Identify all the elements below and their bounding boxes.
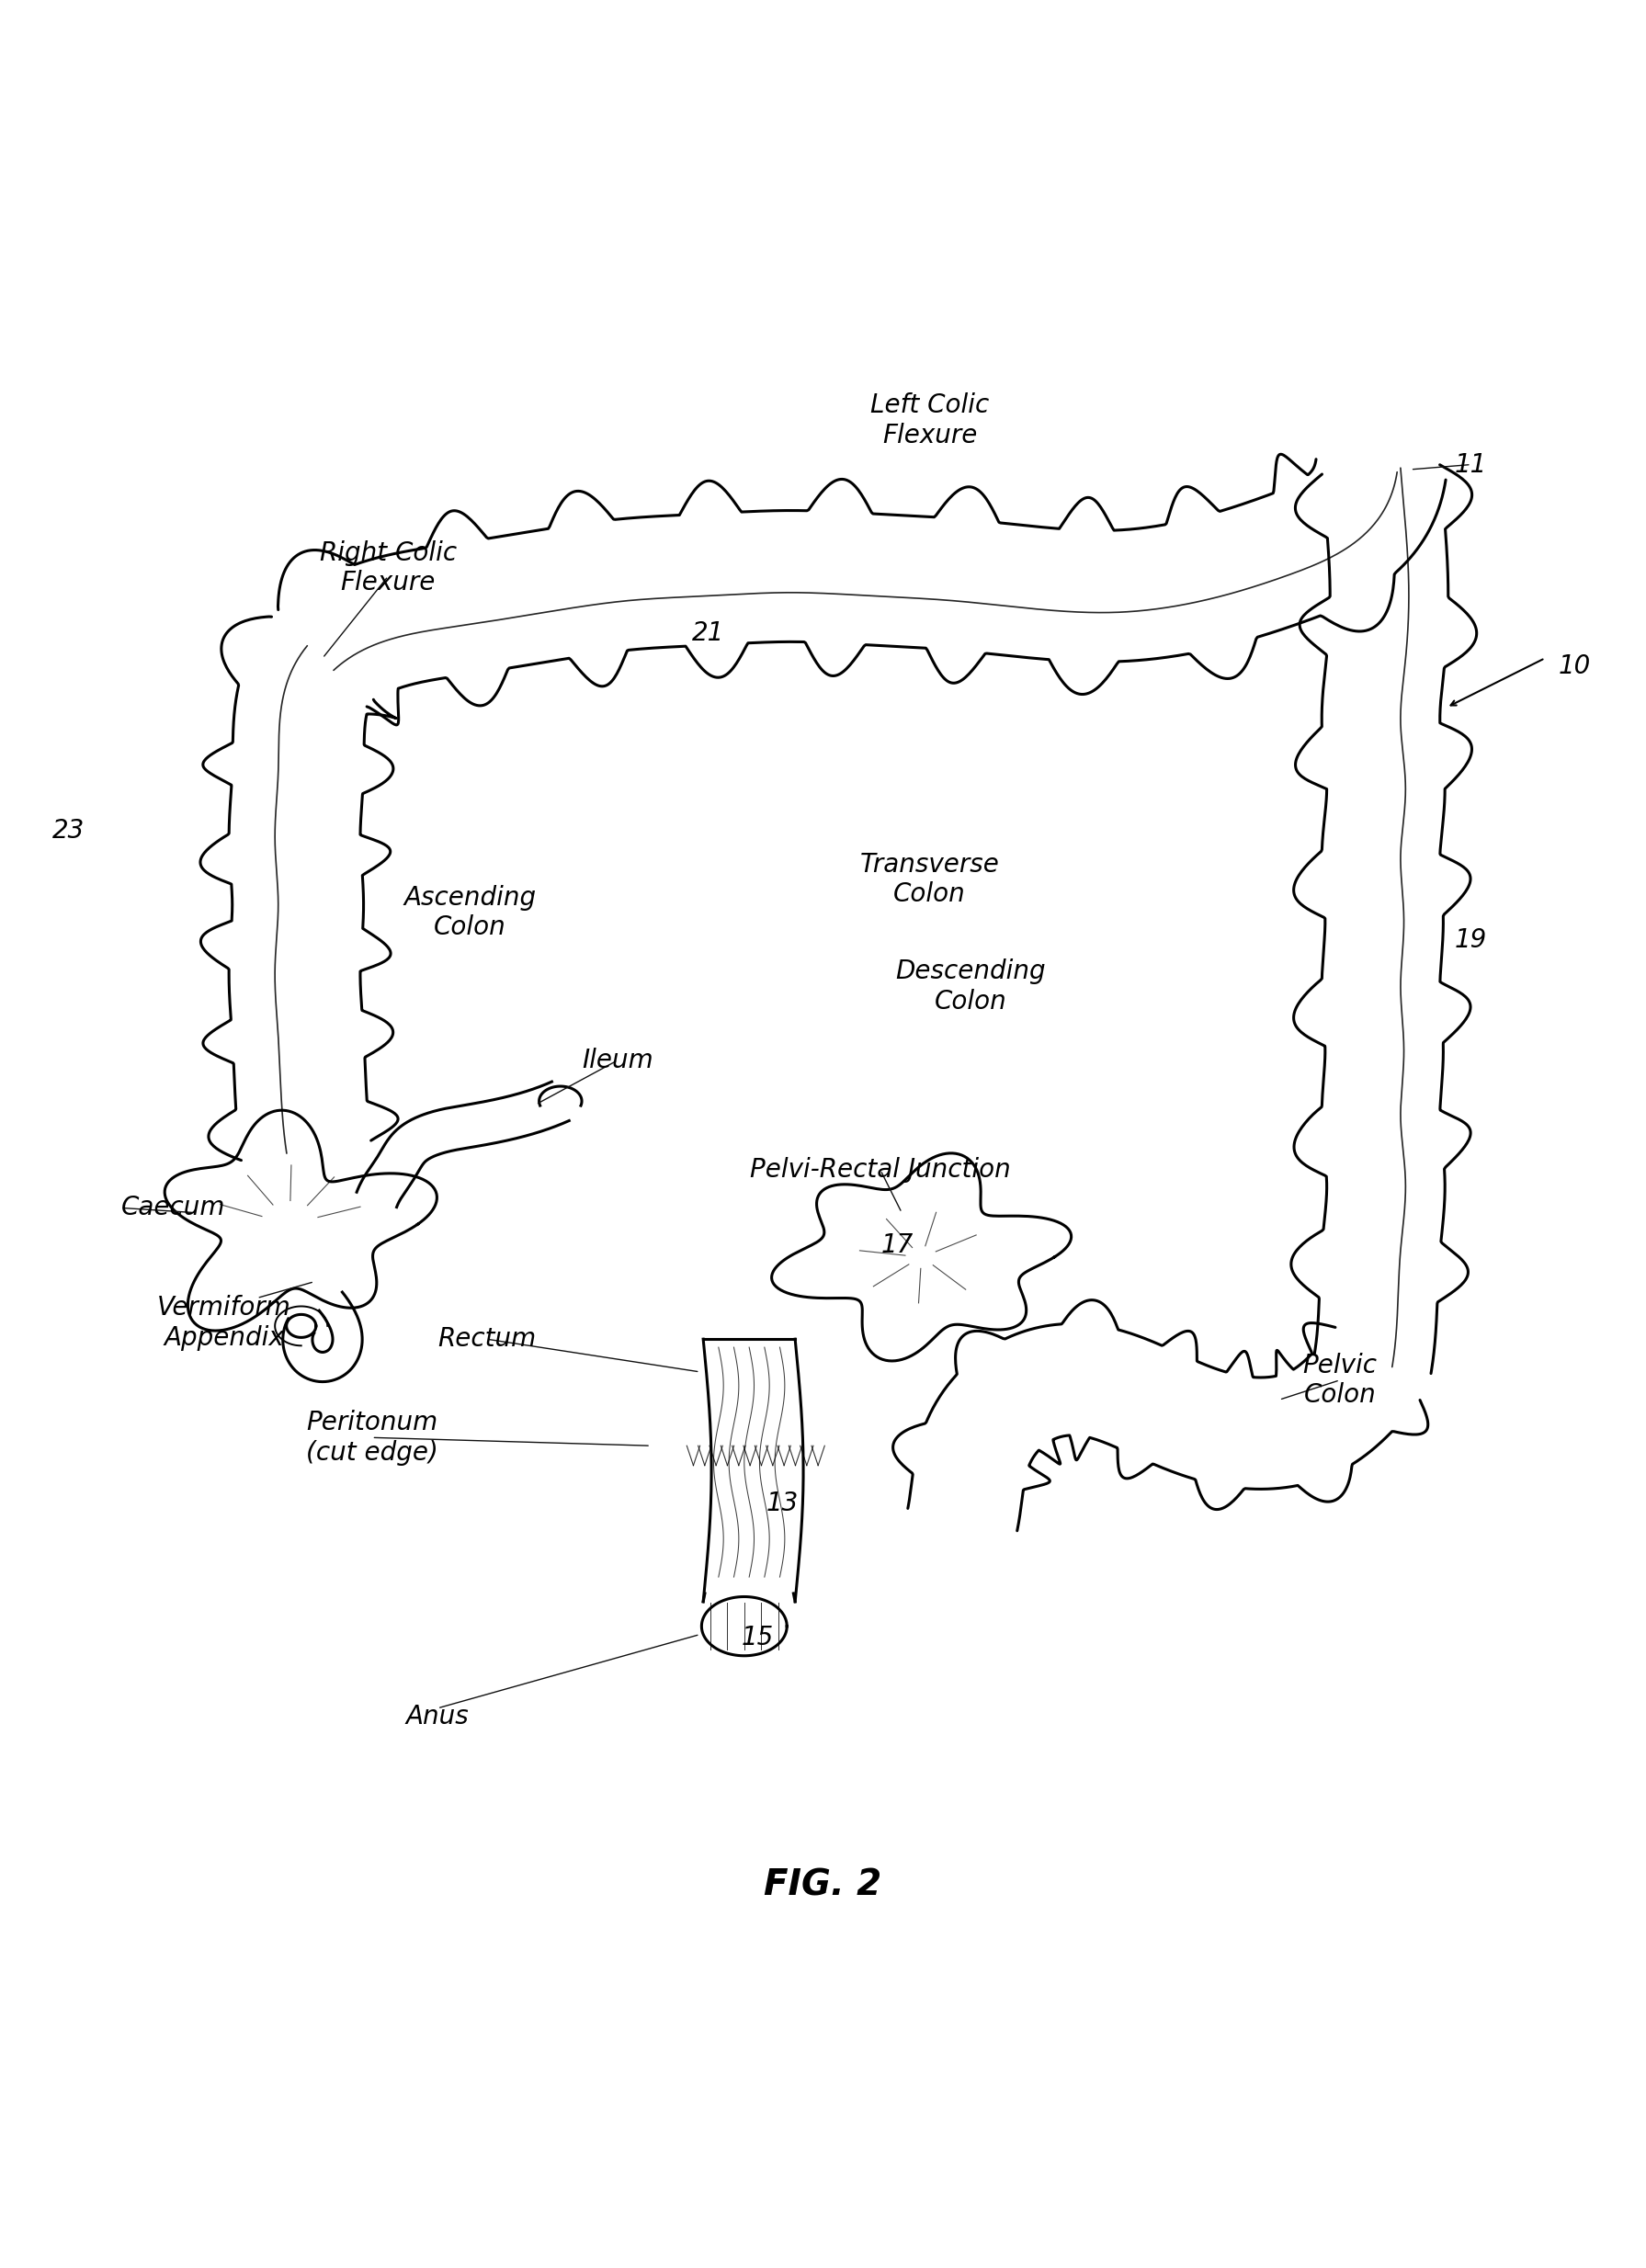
Text: Pelvic
Colon: Pelvic Colon	[1302, 1352, 1378, 1408]
Text: Ileum: Ileum	[583, 1048, 653, 1073]
Text: Pelvi-Rectal Junction: Pelvi-Rectal Junction	[751, 1157, 1011, 1184]
Text: 10: 10	[1559, 653, 1590, 678]
Text: FIG. 2: FIG. 2	[764, 1869, 882, 1903]
Text: Anus: Anus	[407, 1703, 469, 1728]
Text: 21: 21	[691, 621, 724, 646]
Text: Left Colic
Flexure: Left Colic Flexure	[871, 392, 989, 449]
Text: Descending
Colon: Descending Colon	[895, 959, 1045, 1014]
Text: Rectum: Rectum	[438, 1327, 537, 1352]
Text: Transverse
Colon: Transverse Colon	[859, 853, 999, 907]
Text: 11: 11	[1455, 451, 1488, 479]
Text: 13: 13	[765, 1490, 798, 1515]
Text: 23: 23	[53, 816, 84, 844]
Text: Right Colic
Flexure: Right Colic Flexure	[319, 540, 456, 596]
Text: Caecum: Caecum	[120, 1195, 226, 1220]
Text: 17: 17	[881, 1234, 914, 1259]
Text: 15: 15	[741, 1624, 774, 1651]
Text: Vermiform
Appendix: Vermiform Appendix	[156, 1295, 291, 1349]
Text: Ascending
Colon: Ascending Colon	[403, 885, 537, 941]
Text: Peritonum
(cut edge): Peritonum (cut edge)	[306, 1411, 438, 1465]
Text: 19: 19	[1455, 928, 1488, 953]
